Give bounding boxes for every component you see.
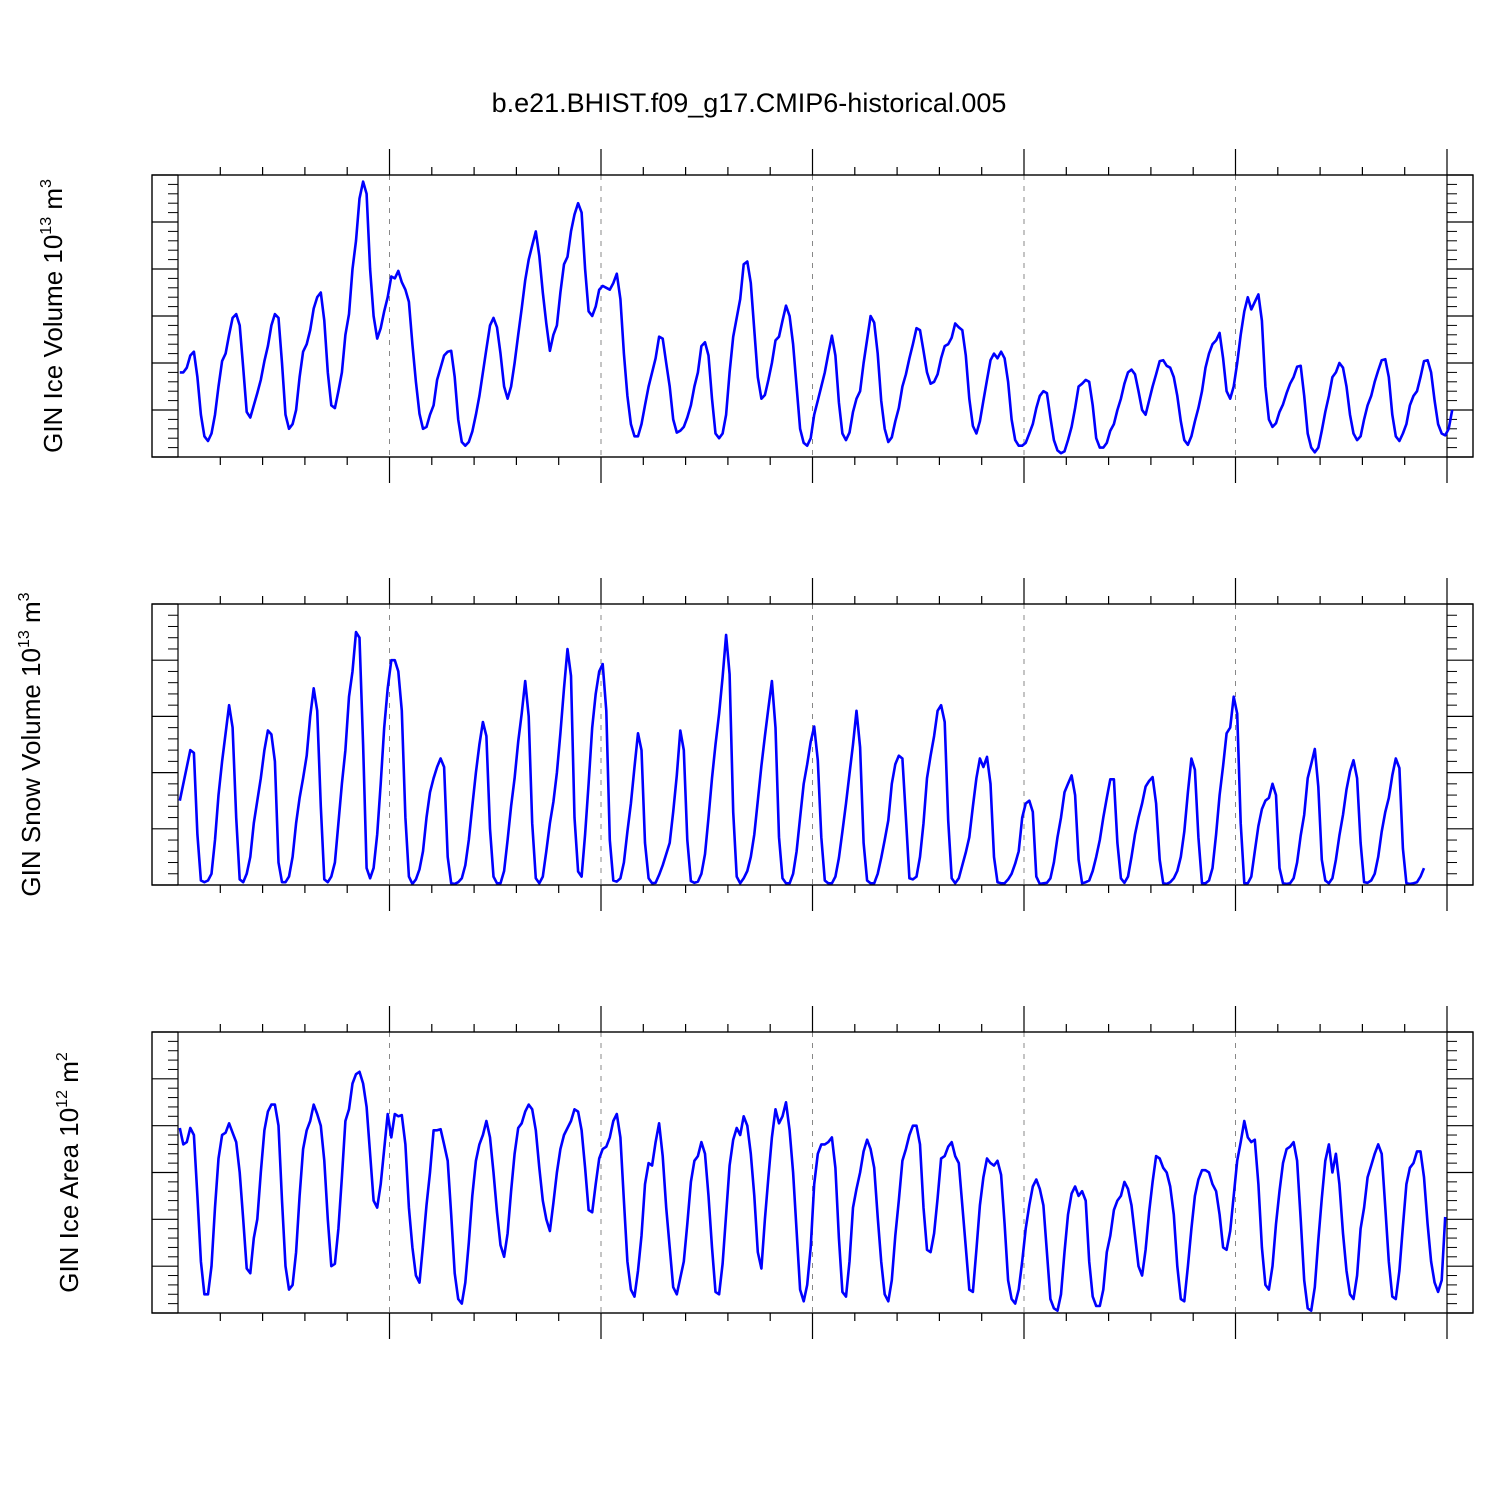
y-axis-label: GIN Snow Volume 1013 m3 [16,592,46,896]
chart-title: b.e21.BHIST.f09_g17.CMIP6-historical.005 [492,88,1007,118]
y-axis-label-unit-sup: 3 [16,592,33,601]
y-axis-label-unit: m [38,188,68,217]
panel-ice-area: GIN Ice Area 1012 m2 [54,1006,1474,1339]
y-axis-label-sup: 13 [16,630,33,648]
y-axis-label-unit: m [16,601,46,630]
panel-ice-volume: GIN Ice Volume 1013 m3 [38,149,1474,483]
plot-frame [151,1031,1474,1314]
y-axis-label-text: GIN Snow Volume 10 [16,648,46,897]
plot-frame [151,603,1474,886]
y-axis-label-unit-sup: 2 [54,1052,71,1061]
y-axis-label-text: GIN Ice Volume 10 [38,235,68,453]
y-axis-label-text: GIN Ice Area 10 [54,1108,84,1293]
series-line [179,180,1454,455]
y-axis-label-unit: m [54,1061,84,1090]
plot-frame [151,174,1474,458]
y-axis-label-unit-sup: 3 [38,179,55,188]
y-axis-label-sup: 13 [38,217,55,235]
y-axis-label-sup: 12 [54,1090,71,1108]
series-line [178,630,1426,886]
panel-snow-volume: GIN Snow Volume 1013 m3 [16,578,1474,911]
series-line [178,1070,1447,1312]
y-axis-label: GIN Ice Area 1012 m2 [54,1052,84,1293]
y-axis-label: GIN Ice Volume 1013 m3 [38,179,68,453]
